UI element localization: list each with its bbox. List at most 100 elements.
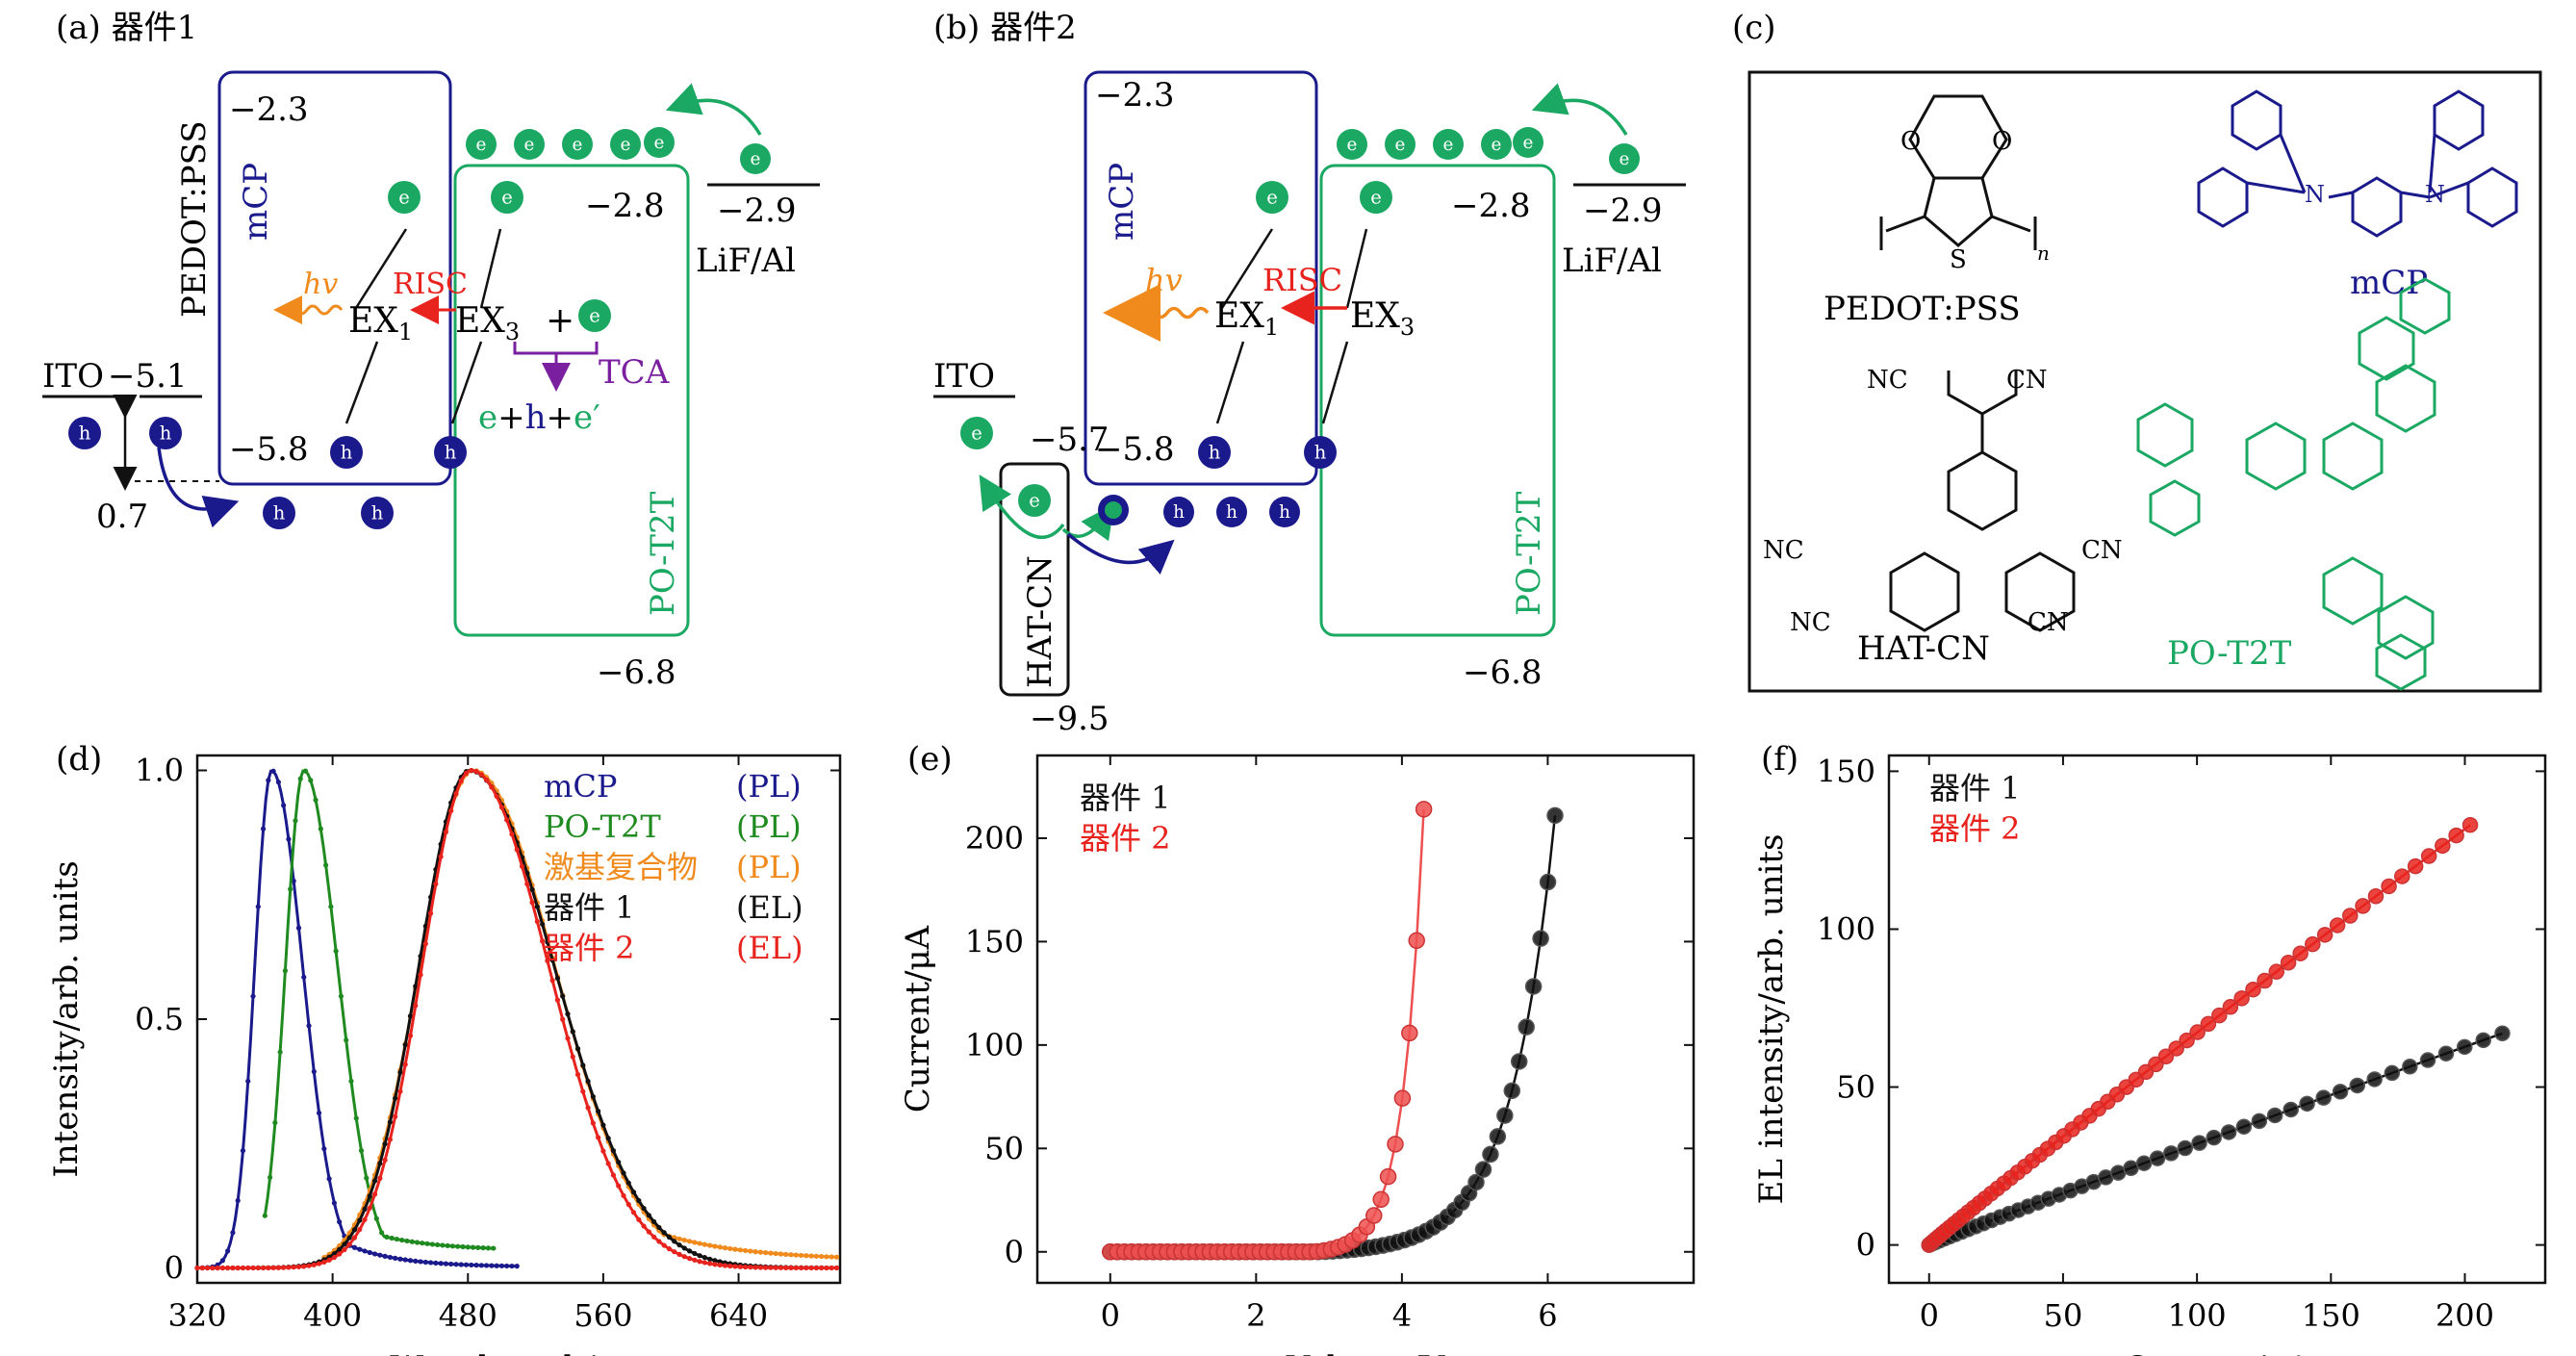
mcp-label-b: mCP <box>1103 163 1141 241</box>
data-point <box>498 1263 505 1268</box>
legend-entry: 器件 2 <box>1929 810 2021 847</box>
data-point <box>732 1264 738 1269</box>
data-point <box>225 1248 231 1254</box>
data-point <box>2394 868 2410 884</box>
svg-text:e: e <box>1492 135 1502 155</box>
data-point <box>2299 1095 2315 1113</box>
pedot-n: n <box>2037 242 2050 265</box>
data-point <box>2135 1155 2153 1171</box>
data-point <box>686 1239 693 1244</box>
data-point <box>407 1033 414 1038</box>
potzt-name: PO-T2T <box>2167 634 2292 673</box>
data-point <box>219 1265 225 1271</box>
data-point <box>534 904 540 909</box>
data-point <box>1518 1018 1535 1036</box>
x-tick-label: 4 <box>1392 1297 1412 1334</box>
data-point <box>458 778 464 783</box>
data-point <box>681 1254 687 1260</box>
lif-label: LiF/Al <box>696 242 796 280</box>
y-tick-label: 100 <box>965 1027 1024 1063</box>
data-point <box>321 1259 327 1266</box>
electron-ito-b: e <box>960 417 993 449</box>
data-point <box>514 1264 520 1269</box>
data-point <box>275 1265 281 1270</box>
data-point <box>463 1262 470 1267</box>
hole-pot-b: h <box>1304 436 1337 469</box>
data-point <box>448 1261 454 1267</box>
panel-a: (a) 器件1 PEDOT:PSS mCP PO-T2T −2.3 −2.8 −… <box>42 9 820 692</box>
legend-tag: (EL) <box>736 889 803 926</box>
data-point <box>763 1250 769 1256</box>
legend-name: 激基复合物 <box>544 849 698 885</box>
electron-b-top-0: e <box>1337 129 1367 160</box>
level-hat-homo-b: −9.5 <box>1030 700 1109 738</box>
data-point <box>353 1115 359 1121</box>
data-point <box>2268 963 2284 980</box>
data-point <box>605 1136 611 1141</box>
data-point <box>489 1263 495 1268</box>
x-tick-label: 200 <box>2436 1297 2494 1334</box>
data-point <box>778 1265 784 1270</box>
electron-a-top-3: e <box>610 129 641 160</box>
data-point <box>2407 857 2424 875</box>
data-point <box>344 1037 349 1043</box>
data-point <box>686 1256 693 1262</box>
hole-bottom-a-1: h <box>263 497 295 529</box>
data-point <box>377 1175 383 1181</box>
panel-c: (c) O O S n PEDOT:PSS N N mCP <box>1732 9 2542 693</box>
electron-a-top-4: e <box>644 127 675 158</box>
data-point <box>357 1217 363 1223</box>
y-tick-label: 100 <box>1817 910 1875 947</box>
data-point <box>596 1135 601 1140</box>
data-point <box>484 1263 490 1268</box>
mcp-n1: N <box>2305 181 2325 208</box>
data-point <box>489 784 495 790</box>
data-point <box>560 1016 566 1022</box>
data-point <box>2461 816 2479 833</box>
data-point <box>768 1265 774 1270</box>
chart-e: (e) 0 2 4 6 0 50 100 150 200 Voltage/V Current/μA 器… <box>899 740 1696 1356</box>
potzt-label-b: PO-T2T <box>1510 491 1548 616</box>
data-point <box>397 1088 403 1094</box>
data-point <box>2332 1084 2349 1100</box>
data-point <box>407 1013 414 1019</box>
data-point <box>342 1241 347 1247</box>
data-point <box>498 805 505 810</box>
data-point <box>484 777 490 782</box>
data-point <box>2402 1059 2418 1075</box>
data-point <box>2235 1118 2253 1135</box>
data-point <box>337 1246 343 1252</box>
data-point <box>414 1240 421 1245</box>
data-point <box>286 1265 292 1270</box>
data-point <box>2292 945 2308 961</box>
data-point <box>485 1245 491 1251</box>
x-tick-label: 0 <box>1101 1297 1120 1334</box>
svg-text:h: h <box>371 501 384 524</box>
data-point <box>348 1078 354 1085</box>
data-point <box>549 958 555 963</box>
data-point <box>2280 955 2297 971</box>
data-point <box>554 975 561 982</box>
x-tick-label: 480 <box>439 1297 497 1334</box>
data-point <box>387 1119 393 1125</box>
data-point <box>621 1170 626 1176</box>
x-tick-label: 0 <box>1920 1297 1939 1334</box>
data-point <box>397 1256 403 1262</box>
data-point <box>382 1157 388 1164</box>
data-point <box>393 1255 398 1261</box>
ito-label-b: ITO <box>933 357 995 396</box>
svg-text:e: e <box>971 422 982 444</box>
pedot-s: S <box>1950 245 1967 274</box>
data-point <box>389 1235 395 1241</box>
y-axis-label: EL intensity/arb. units <box>1752 834 1791 1205</box>
data-point <box>676 1236 682 1241</box>
data-point <box>712 1243 718 1249</box>
data-point <box>308 778 314 783</box>
data-point <box>2367 887 2385 905</box>
data-point <box>362 1248 368 1254</box>
data-point <box>1408 932 1425 950</box>
data-point <box>1546 806 1564 825</box>
data-point <box>554 997 561 1003</box>
data-point <box>424 1241 430 1246</box>
